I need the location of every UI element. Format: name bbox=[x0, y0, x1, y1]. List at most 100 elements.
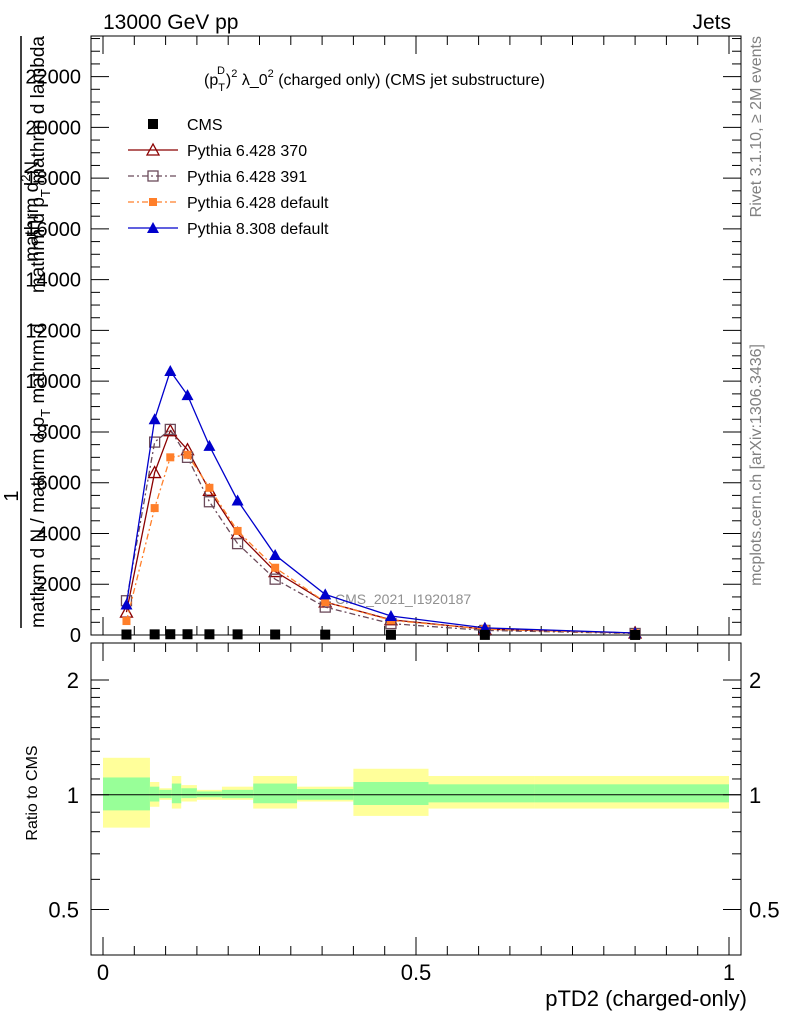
data-point bbox=[384, 609, 397, 621]
data-point bbox=[148, 436, 161, 448]
data-point bbox=[148, 413, 161, 425]
data-point bbox=[121, 629, 132, 640]
series-pythia-6-428-default bbox=[122, 450, 640, 638]
data-point bbox=[164, 365, 177, 377]
data-point bbox=[630, 629, 641, 640]
main-y-tick-label: 18000 bbox=[25, 168, 81, 190]
data-point bbox=[479, 629, 490, 640]
main-y-tick-label: 0 bbox=[70, 625, 81, 647]
ratio-inner-band bbox=[221, 789, 254, 799]
data-point bbox=[232, 629, 243, 640]
ratio-y-tick-label: 0.5 bbox=[48, 898, 79, 923]
data-point bbox=[233, 526, 242, 535]
data-point bbox=[204, 629, 215, 640]
legend-marker bbox=[147, 222, 159, 233]
data-point bbox=[319, 588, 332, 600]
main-y-tick-label: 16000 bbox=[25, 219, 81, 241]
main-y-tick-label: 12000 bbox=[25, 320, 81, 342]
data-point bbox=[165, 629, 176, 640]
x-tick-label: 1 bbox=[723, 960, 735, 985]
ratio-inner-band bbox=[159, 789, 172, 799]
rivet-version-label: Rivet 3.1.10, ≥ 2M events bbox=[748, 36, 765, 217]
legend-item: Pythia 6.428 391 bbox=[128, 169, 307, 186]
ylabel-numerator: 1 bbox=[1, 490, 23, 501]
ratio-inner-band bbox=[181, 788, 197, 799]
data-point bbox=[385, 629, 396, 640]
data-point bbox=[120, 598, 133, 610]
ratio-uncertainty-bands bbox=[103, 757, 729, 828]
legend-marker bbox=[147, 170, 159, 182]
mcplots-label: mcplots.cern.ch [arXiv:1306.3436] bbox=[748, 344, 765, 586]
ratio-inner-band bbox=[428, 784, 535, 803]
data-point bbox=[166, 453, 175, 462]
data-point bbox=[183, 450, 192, 459]
data-point bbox=[205, 483, 214, 492]
data-point bbox=[270, 629, 281, 640]
x-tick-label: 0 bbox=[97, 960, 109, 985]
legend-item: Pythia 6.428 370 bbox=[128, 142, 307, 160]
ratio-inner-band bbox=[253, 783, 298, 804]
ratio-inner-band bbox=[534, 784, 729, 803]
main-y-tick-label: 2000 bbox=[37, 574, 82, 596]
data-point bbox=[182, 629, 193, 640]
ratio-inner-band bbox=[353, 782, 429, 806]
header-left-label: 13000 GeV pp bbox=[103, 11, 238, 34]
legend: CMS Pythia 6.428 370 Pythia 6.428 391 Pythi… bbox=[128, 117, 329, 238]
data-point bbox=[164, 423, 176, 436]
data-point bbox=[203, 439, 216, 451]
ylabel-inner-fraction: mathrm d2N bbox=[18, 161, 43, 262]
data-point bbox=[203, 496, 216, 508]
x-axis-title: pTD2 (charged-only) bbox=[545, 986, 747, 1011]
data-point bbox=[320, 629, 331, 640]
ratio-y-tick-label-right: 0.5 bbox=[749, 898, 780, 923]
plot-title: (pTD)2 λ_02 (charged only) (CMS jet subs… bbox=[204, 65, 545, 94]
data-point bbox=[269, 549, 282, 561]
data-point bbox=[231, 494, 244, 506]
legend-item: Pythia 8.308 default bbox=[128, 221, 329, 238]
ratio-plot-axes: 0.5 0.5 1 1 2 2 0 0.5 1 bbox=[48, 642, 780, 985]
data-point bbox=[271, 563, 280, 572]
data-point bbox=[150, 504, 159, 513]
series-cms bbox=[121, 629, 641, 640]
main-y-tick-label: 10000 bbox=[25, 371, 81, 393]
legend-label: CMS bbox=[187, 117, 223, 134]
legend-label: Pythia 6.428 370 bbox=[187, 143, 307, 160]
main-plot-axes: 0 2000 4000 6000 8000 10000 12000 14000 16000 180… bbox=[25, 35, 742, 647]
analysis-watermark: CMS_2021_I1920187 bbox=[335, 591, 471, 607]
legend-marker bbox=[148, 119, 158, 129]
series-line bbox=[125, 454, 636, 634]
ratio-y-tick-label-right: 2 bbox=[749, 668, 761, 693]
ylabel-denominator: mathrm d N / mathrm d pT mathrm d bbox=[28, 323, 53, 628]
main-y-axis-label: 1 mathrm d N / mathrm d pT mathrm d math… bbox=[1, 36, 53, 628]
main-y-tick-label: 8000 bbox=[37, 422, 82, 444]
ratio-inner-band bbox=[171, 783, 182, 804]
data-point bbox=[269, 573, 281, 585]
legend-marker bbox=[145, 142, 161, 156]
legend-label: Pythia 6.428 391 bbox=[187, 169, 307, 186]
legend-label: Pythia 6.428 default bbox=[187, 195, 329, 212]
main-y-tick-label: 20000 bbox=[25, 117, 81, 139]
data-point bbox=[231, 537, 244, 550]
data-point bbox=[181, 389, 194, 401]
header-right-label: Jets bbox=[692, 11, 731, 34]
legend-label: Pythia 8.308 default bbox=[187, 221, 329, 238]
data-point bbox=[122, 617, 131, 626]
legend-marker bbox=[149, 198, 157, 206]
ratio-y-axis-label: Ratio to CMS bbox=[24, 745, 41, 840]
main-y-tick-label: 14000 bbox=[25, 270, 81, 292]
ratio-y-tick-label: 1 bbox=[67, 783, 79, 808]
main-y-tick-label: 4000 bbox=[37, 523, 82, 545]
ratio-inner-band bbox=[103, 777, 150, 811]
ylabel-inner-fraction-den-2: mathrm d pT mathrm d lambda bbox=[28, 36, 53, 294]
series-line bbox=[125, 428, 636, 635]
data-point bbox=[147, 465, 162, 479]
x-tick-label: 0.5 bbox=[401, 960, 432, 985]
ratio-y-tick-label-right: 1 bbox=[749, 783, 761, 808]
legend-item: CMS bbox=[148, 117, 223, 134]
legend-item: Pythia 6.428 default bbox=[128, 195, 329, 212]
ratio-y-tick-label: 2 bbox=[67, 668, 79, 693]
main-plot-series bbox=[119, 365, 643, 640]
ratio-inner-band bbox=[149, 786, 160, 802]
data-point bbox=[163, 423, 178, 437]
